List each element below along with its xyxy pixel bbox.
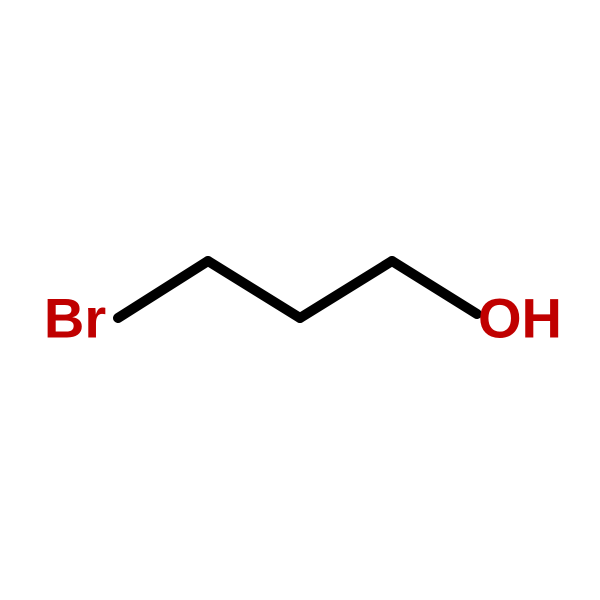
bond-line-1 (208, 261, 300, 318)
bond-line-0 (118, 261, 208, 318)
atom-label-br: Br (44, 286, 106, 351)
chemical-structure-diagram: Br OH (0, 0, 600, 600)
atom-label-oh: OH (478, 286, 562, 351)
bond-line-2 (300, 261, 392, 318)
bond-line-3 (392, 261, 477, 314)
